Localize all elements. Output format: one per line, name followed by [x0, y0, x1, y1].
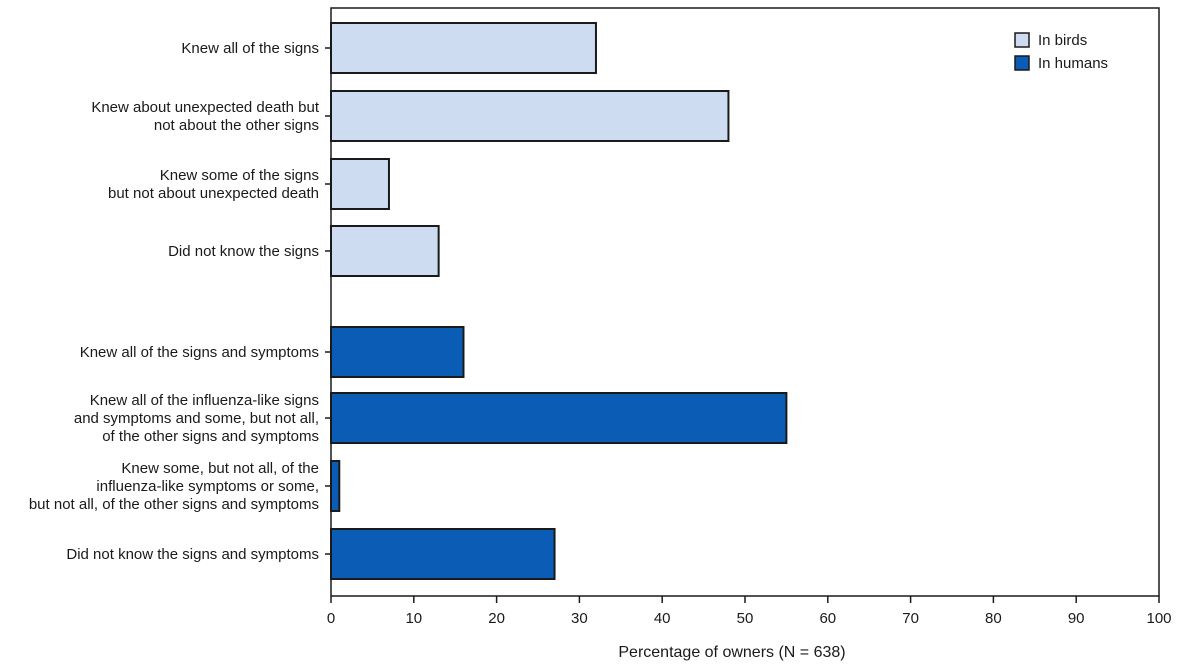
- bar-birds-3: [330, 158, 390, 210]
- category-label-line: Did not know the signs and symptoms: [66, 546, 319, 563]
- x-tick-label: 90: [1068, 610, 1085, 627]
- category-label: Knew some of the signs but not about unex…: [108, 167, 319, 202]
- category-label-line: but not about unexpected death: [108, 185, 319, 202]
- x-tick-label: 20: [488, 610, 505, 627]
- category-label-line: Knew some of the signs: [160, 167, 319, 184]
- bar-birds-2: [330, 90, 730, 142]
- category-label: Knew all of the influenza-like signs and …: [74, 392, 319, 445]
- category-label-line: Knew some, but not all, of the: [121, 460, 319, 477]
- x-tick-label: 60: [819, 610, 836, 627]
- bar-humans-4: [330, 528, 556, 580]
- x-axis-title: Percentage of owners (N = 638): [618, 644, 845, 661]
- category-label-line: and symptoms and some, but not all,: [74, 410, 319, 427]
- x-tick-label: 10: [405, 610, 422, 627]
- bar-birds-1: [330, 22, 597, 74]
- x-tick-label: 80: [985, 610, 1002, 627]
- legend-label-humans: In humans: [1038, 55, 1108, 72]
- category-label-line: Knew all of the signs: [181, 40, 319, 57]
- x-axis-ticks: 0 10 20 30 40 50 60 70 80 90 100: [327, 596, 1172, 627]
- legend-swatch-humans: [1014, 55, 1030, 71]
- category-label-line: Knew all of the influenza-like signs: [90, 392, 319, 409]
- category-labels: Knew all of the signs Knew about unexpect…: [29, 40, 331, 563]
- category-label-line: influenza-like symptoms or some,: [96, 478, 319, 495]
- category-label-line: but not all, of the other signs and symp…: [29, 496, 319, 513]
- bar-humans-3: [330, 460, 341, 512]
- category-label: Knew some, but not all, of the influenza-…: [29, 460, 319, 513]
- category-label: Knew about unexpected death but not about…: [91, 99, 320, 134]
- category-label: Did not know the signs: [168, 243, 319, 260]
- category-label-line: Did not know the signs: [168, 243, 319, 260]
- legend-label-birds: In birds: [1038, 32, 1087, 49]
- category-label: Did not know the signs and symptoms: [66, 546, 319, 563]
- legend-swatch-birds: [1014, 32, 1030, 48]
- bar-birds-4: [330, 225, 440, 277]
- x-tick-label: 100: [1146, 610, 1171, 627]
- bar-humans-2: [330, 392, 788, 444]
- bar-humans-1: [330, 326, 465, 378]
- legend: In birds In humans: [1014, 32, 1108, 72]
- category-label-line: Knew all of the signs and symptoms: [80, 344, 319, 361]
- category-label-line: of the other signs and symptoms: [102, 428, 319, 445]
- category-label: Knew all of the signs: [181, 40, 319, 57]
- bars: [330, 22, 788, 580]
- category-label-line: Knew about unexpected death but: [91, 99, 320, 116]
- x-tick-label: 50: [737, 610, 754, 627]
- category-label: Knew all of the signs and symptoms: [80, 344, 319, 361]
- x-tick-label: 70: [902, 610, 919, 627]
- category-label-line: not about the other signs: [154, 117, 319, 134]
- x-tick-label: 0: [327, 610, 335, 627]
- x-tick-label: 40: [654, 610, 671, 627]
- x-tick-label: 30: [571, 610, 588, 627]
